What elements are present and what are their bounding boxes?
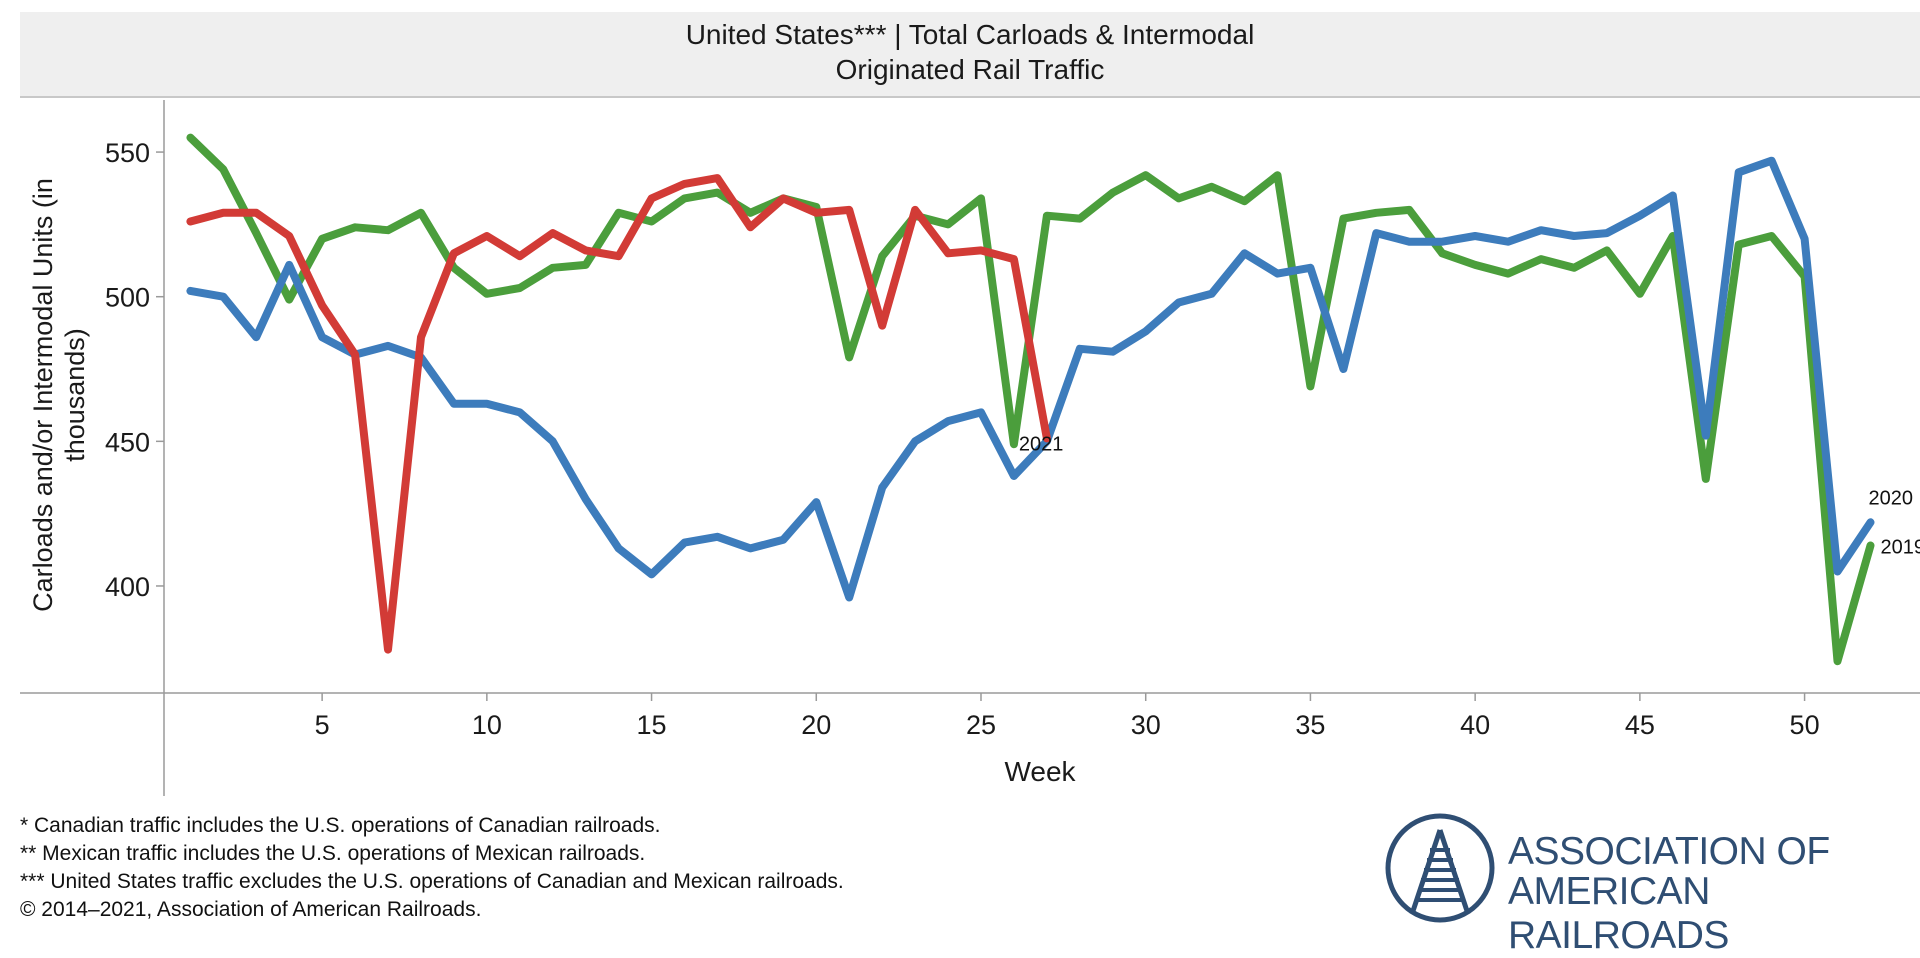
y-axis-title-line: thousands)	[60, 328, 90, 462]
y-tick-label: 550	[105, 138, 150, 168]
y-tick-label: 450	[105, 427, 150, 457]
series-line-2019	[186, 133, 1875, 666]
series-end-label-2021: 2021	[1019, 433, 1064, 455]
chart-title: United States*** | Total Carloads & Inte…	[685, 19, 1255, 50]
x-axis-title: Week	[1004, 756, 1076, 787]
x-tick-label: 40	[1460, 710, 1490, 740]
footnotes: * Canadian traffic includes the U.S. ope…	[20, 812, 844, 924]
series-line-2021	[186, 174, 1051, 654]
series-end-label-2019: 2019	[1880, 536, 1920, 558]
x-tick-label: 5	[315, 710, 330, 740]
footnote-united-states: *** United States traffic excludes the U…	[20, 870, 844, 893]
y-tick-label: 500	[105, 283, 150, 313]
y-axis-title: Carloads and/or Intermodal Units (inthou…	[28, 178, 90, 612]
x-tick-label: 50	[1790, 710, 1820, 740]
railroad-track-logo-icon	[1385, 813, 1495, 923]
logo-text-line2: AMERICAN RAILROADS	[1508, 870, 1729, 957]
logo-text-line1: ASSOCIATION OF	[1508, 830, 1830, 873]
axes: 400 450 500 550 5 10 15 20 25 30 35 40 45 50	[20, 100, 1920, 796]
chart-subtitle: Originated Rail Traffic	[835, 54, 1105, 85]
footnote-mexican: ** Mexican traffic includes the U.S. ope…	[20, 842, 646, 865]
footnote-canadian: * Canadian traffic includes the U.S. ope…	[20, 814, 661, 837]
series-line-2020	[186, 156, 1875, 602]
y-tick-label: 400	[105, 572, 150, 602]
series-end-label-2020: 2020	[1868, 487, 1913, 509]
x-tick-label: 30	[1131, 710, 1161, 740]
y-axis-title-line: Carloads and/or Intermodal Units (in	[28, 178, 58, 612]
x-tick-label: 25	[966, 710, 996, 740]
x-tick-label: 45	[1625, 710, 1655, 740]
x-tick-label: 15	[637, 710, 667, 740]
x-tick-label: 10	[472, 710, 502, 740]
line-chart: 400 450 500 550 5 10 15 20 25 30 35 40 45 50 Week Carl…	[20, 100, 1920, 796]
axis-labels: Week Carloads and/or Intermodal Units (in…	[28, 178, 1920, 787]
x-tick-label: 20	[801, 710, 831, 740]
series-lines	[186, 133, 1875, 666]
aar-logo: ASSOCIATION OF AMERICAN RAILROADS	[1382, 812, 1882, 957]
chart-title-band: United States*** | Total Carloads & Inte…	[20, 12, 1920, 98]
copyright-notice: © 2014–2021, Association of American Rai…	[20, 898, 482, 921]
x-tick-label: 35	[1295, 710, 1325, 740]
